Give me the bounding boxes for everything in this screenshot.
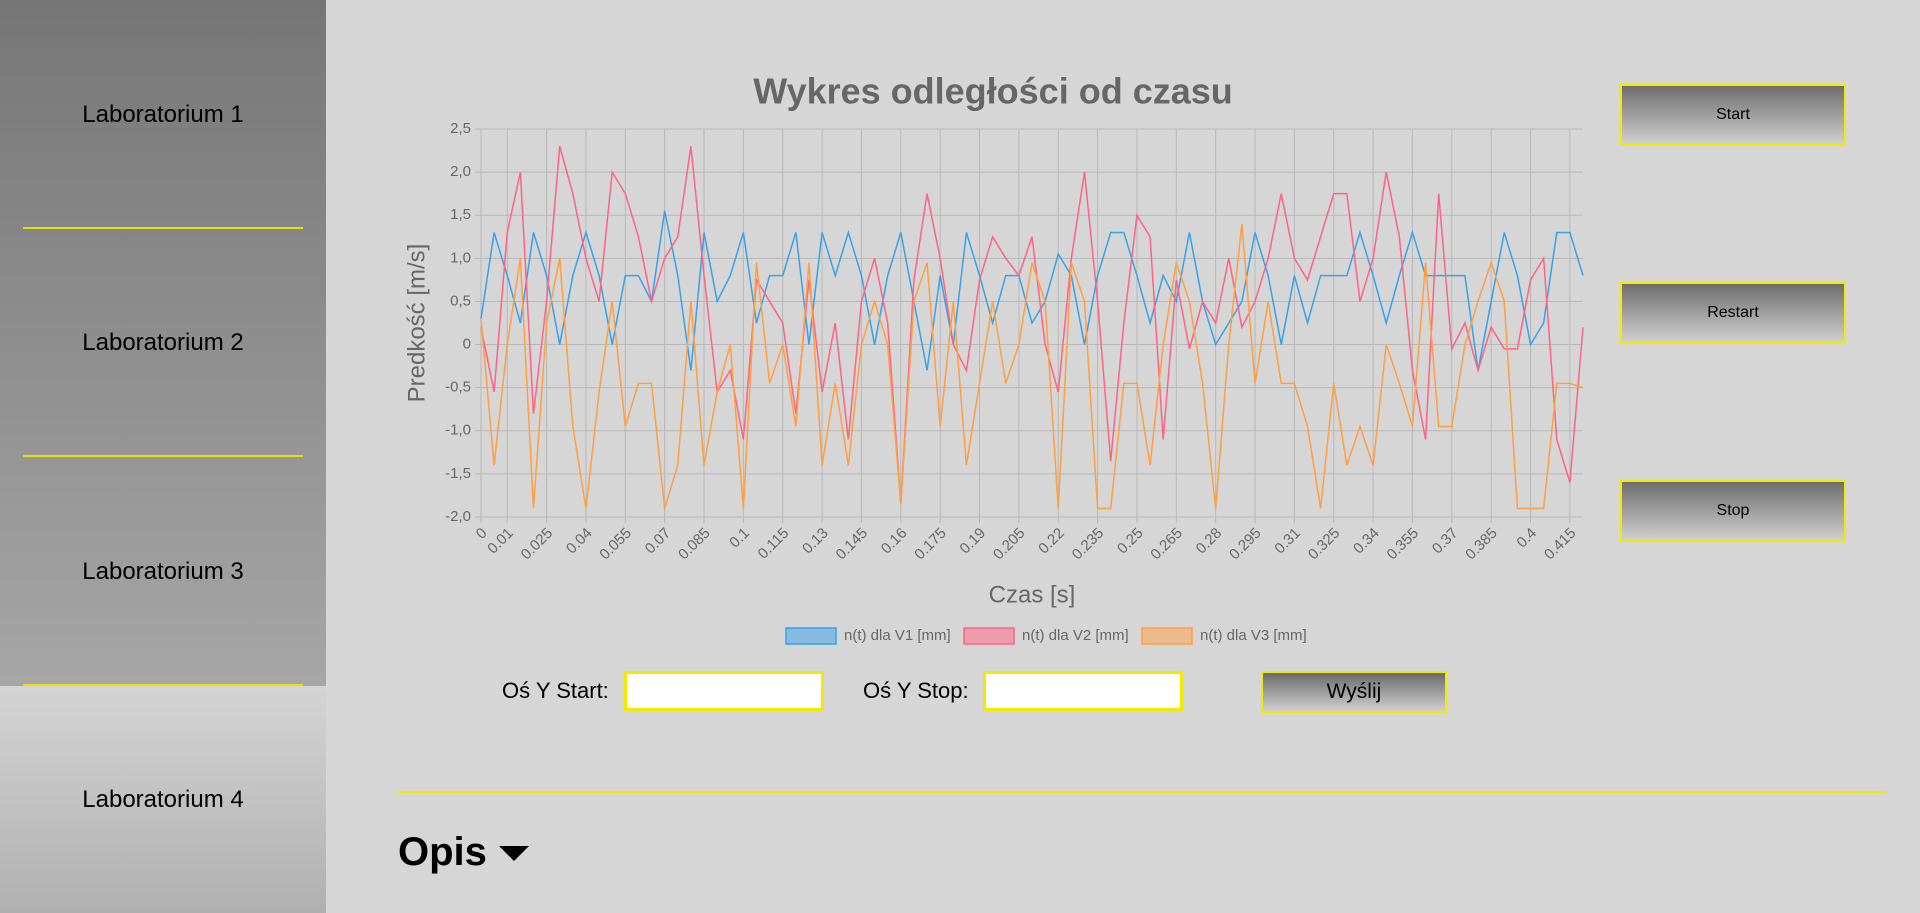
x-tick-label: 0.385: [1462, 525, 1501, 564]
caret-icon: [498, 845, 529, 861]
y-tick-label: -1,5: [445, 465, 471, 482]
divider: [398, 791, 1886, 793]
y-tick-label: 0: [463, 336, 471, 353]
restart-button[interactable]: Restart: [1620, 282, 1846, 344]
nav-item[interactable]: Laboratorium 2: [0, 228, 326, 457]
nav-item[interactable]: Laboratorium 3: [0, 457, 326, 686]
description-title: Opis: [398, 830, 487, 874]
x-tick-label: 0.415: [1541, 525, 1580, 564]
x-tick-label: 0.28: [1193, 525, 1226, 558]
legend-label: n(t) dla V2 [mm]: [1022, 627, 1129, 644]
y-tick-label: -1,0: [445, 422, 471, 439]
sidebar: Laboratorium 1 Laboratorium 2 Laboratori…: [0, 0, 326, 913]
legend-swatch: [963, 627, 1015, 645]
y-tick-label: 0,5: [450, 292, 471, 309]
x-tick-label: 0.115: [755, 525, 793, 563]
x-tick-label: 0.4: [1513, 525, 1540, 552]
x-tick-label: 0.25: [1114, 525, 1147, 558]
x-tick-label: 0.13: [799, 525, 832, 558]
legend-label: n(t) dla V3 [mm]: [1200, 627, 1307, 644]
x-tick-label: 0.085: [675, 525, 714, 564]
x-tick-label: 0.025: [518, 525, 557, 564]
series-line: [480, 223, 1584, 510]
x-tick-label: 0.19: [956, 525, 989, 558]
x-tick-label: 0.07: [642, 525, 675, 558]
x-tick-label: 0.295: [1226, 525, 1265, 564]
y-start-input[interactable]: [624, 671, 824, 711]
x-axis-label: Czas [s]: [989, 581, 1076, 608]
y-tick-label: 2,0: [450, 163, 471, 180]
y-stop-input[interactable]: [983, 671, 1183, 711]
y-axis-label: Predkość [m/s]: [403, 244, 430, 403]
x-tick-label: 0: [473, 525, 491, 543]
chart: Wykres odległości od czasu Predkość [m/s…: [403, 71, 1584, 645]
y-tick-label: -0,5: [445, 379, 471, 396]
legend-swatch: [1141, 627, 1193, 645]
x-tick-label: 0.16: [878, 525, 911, 558]
nav-item[interactable]: Laboratorium 4: [0, 686, 326, 913]
submit-button[interactable]: Wyślij: [1261, 671, 1447, 713]
x-tick-label: 0.145: [833, 525, 872, 564]
x-tick-label: 0.01: [484, 525, 517, 558]
x-tick-label: 0.325: [1305, 525, 1344, 564]
legend-swatch: [785, 627, 837, 645]
series-line: [480, 146, 1584, 505]
y-tick-label: 2,5: [450, 120, 471, 137]
y-start-label: Oś Y Start:: [502, 678, 609, 703]
x-tick-label: 0.1: [726, 525, 753, 552]
x-tick-label: 0.31: [1271, 525, 1304, 558]
y-tick-label: 1,5: [450, 206, 471, 223]
series-line: [480, 210, 1584, 371]
y-tick-label: -2,0: [445, 508, 471, 525]
y-stop-label: Oś Y Stop:: [863, 678, 969, 703]
chart-title: Wykres odległości od czasu: [753, 71, 1233, 112]
start-button[interactable]: Start: [1620, 84, 1846, 146]
legend-label: n(t) dla V1 [mm]: [844, 627, 951, 644]
x-tick-label: 0.04: [563, 525, 596, 558]
x-tick-label: 0.22: [1035, 525, 1068, 558]
x-tick-label: 0.175: [911, 525, 950, 564]
x-tick-label: 0.34: [1350, 525, 1383, 558]
x-tick-label: 0.37: [1429, 525, 1462, 558]
description-toggle[interactable]: Opis: [398, 830, 529, 875]
x-tick-label: 0.055: [596, 525, 635, 564]
x-tick-label: 0.235: [1069, 525, 1108, 564]
x-tick-label: 0.355: [1384, 525, 1423, 564]
nav-item[interactable]: Laboratorium 1: [0, 0, 326, 229]
x-tick-label: 0.265: [1147, 525, 1186, 564]
stop-button[interactable]: Stop: [1620, 480, 1846, 542]
x-tick-label: 0.205: [990, 525, 1029, 564]
y-tick-label: 1,0: [450, 249, 471, 266]
